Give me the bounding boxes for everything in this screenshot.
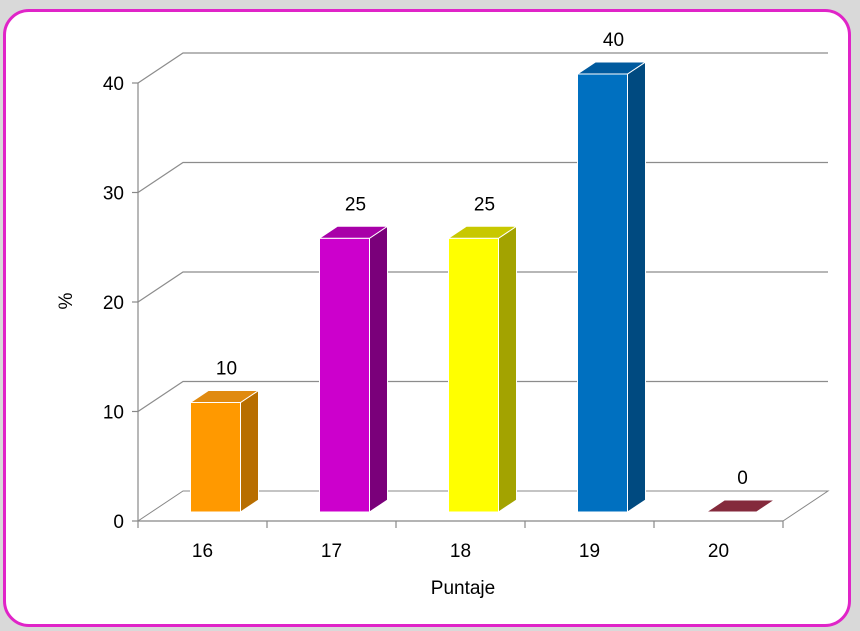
bar-20 [704,499,777,513]
bar-front [577,73,628,513]
bar-front [190,402,241,513]
bar-top [188,390,261,403]
bar-side [369,225,388,513]
bar-top [704,499,777,513]
x-tick-label: 19 [579,541,600,562]
bar-front [448,237,499,513]
bars [188,61,777,513]
x-tick-label: 16 [192,541,213,562]
bar-side [627,61,646,513]
axes [132,82,784,528]
x-axis-title: Puntaje [431,578,495,599]
data-label: 10 [216,359,237,380]
y-tick-label: 10 [103,403,124,424]
y-tick-label: 20 [103,293,124,314]
bar-front [319,237,370,513]
y-tick-label: 0 [113,512,124,533]
bar-top [317,225,390,239]
bar-side [498,225,517,513]
bar-19 [575,61,648,513]
bar-17 [317,225,390,513]
bar-top [575,61,648,75]
bar-side [240,389,259,513]
bar-16 [188,389,261,513]
data-label: 0 [737,468,748,489]
y-tick-label: 30 [103,184,124,205]
x-tick-label: 18 [450,541,471,562]
bar-18 [446,225,519,513]
data-label: 40 [603,30,624,51]
x-tick-label: 20 [708,541,729,562]
x-tick-label: 17 [321,541,342,562]
y-tick-label: 40 [103,74,124,95]
chart-frame [3,9,851,627]
gridline [137,52,828,84]
labels: 0 10 20 30 40 10 16 25 17 25 18 40 19 0 20 [103,30,748,562]
data-label: 25 [474,194,495,215]
gridline [137,161,828,193]
y-axis-title: % [56,292,77,309]
data-label: 25 [345,194,366,215]
bar-top [446,225,519,239]
